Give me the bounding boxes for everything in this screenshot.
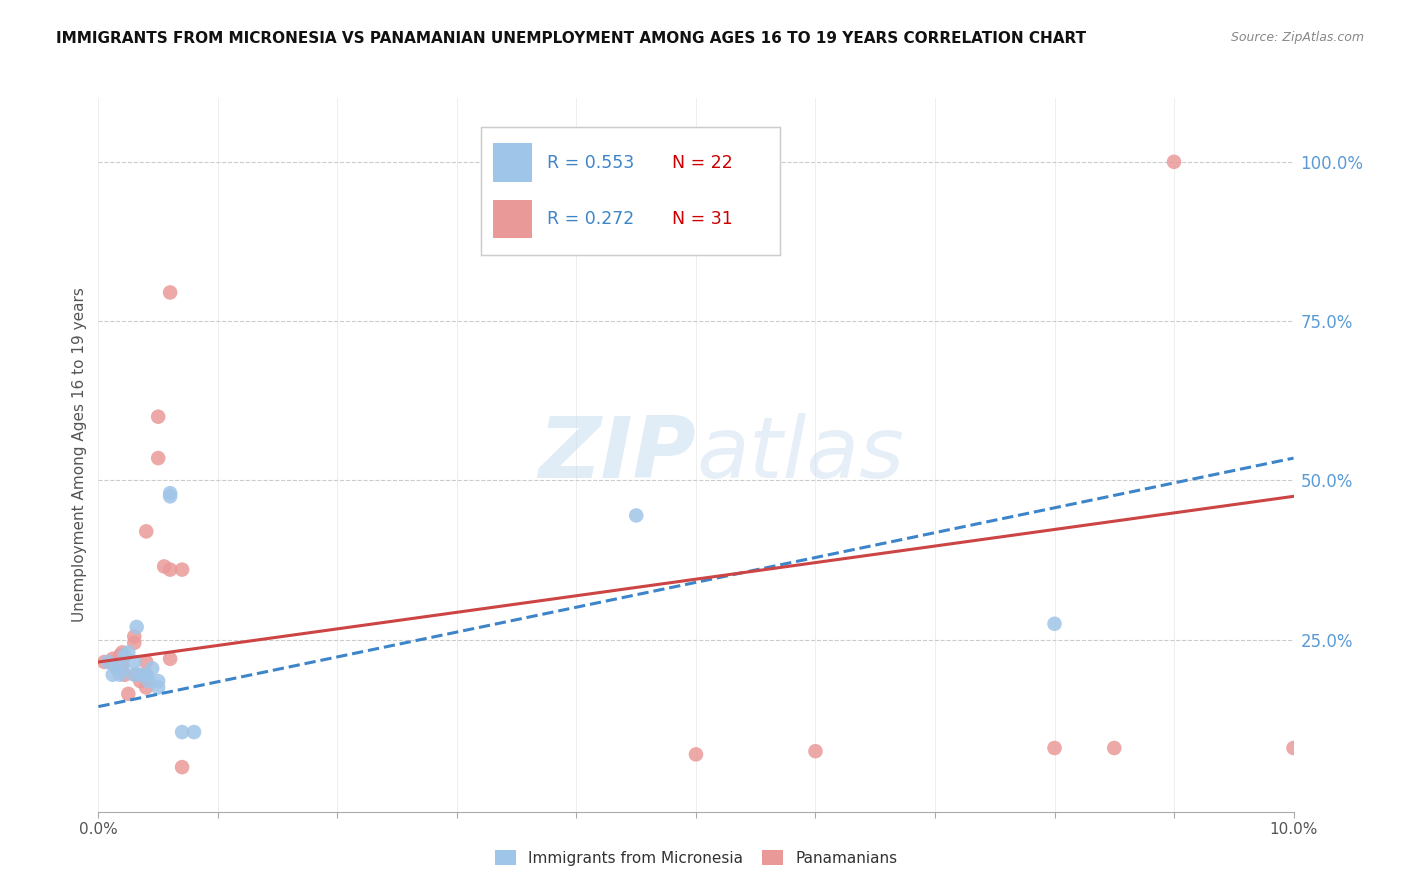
Point bbox=[626, 508, 648, 523]
Point bbox=[117, 687, 139, 701]
Point bbox=[135, 655, 157, 669]
Point bbox=[804, 744, 827, 758]
Point bbox=[135, 667, 157, 681]
Legend: Immigrants from Micronesia, Panamanians: Immigrants from Micronesia, Panamanians bbox=[488, 844, 904, 871]
Point bbox=[138, 674, 160, 689]
Text: IMMIGRANTS FROM MICRONESIA VS PANAMANIAN UNEMPLOYMENT AMONG AGES 16 TO 19 YEARS : IMMIGRANTS FROM MICRONESIA VS PANAMANIAN… bbox=[56, 31, 1087, 46]
Point bbox=[1282, 741, 1305, 756]
Point bbox=[159, 563, 181, 577]
Point bbox=[105, 661, 128, 675]
Point bbox=[159, 486, 181, 500]
Point bbox=[124, 630, 146, 644]
Point bbox=[129, 667, 152, 681]
Point bbox=[1104, 741, 1126, 756]
Point bbox=[101, 667, 124, 681]
Point bbox=[685, 747, 707, 762]
Point bbox=[135, 681, 157, 695]
Point bbox=[114, 667, 136, 681]
Bar bbox=[494, 144, 531, 182]
Point bbox=[108, 648, 131, 663]
Point bbox=[111, 661, 134, 675]
Point bbox=[124, 655, 146, 669]
Point bbox=[1043, 616, 1066, 631]
Point bbox=[117, 645, 139, 659]
Text: N = 31: N = 31 bbox=[672, 211, 733, 228]
Point bbox=[93, 655, 115, 669]
Point bbox=[183, 725, 205, 739]
Text: ZIP: ZIP bbox=[538, 413, 696, 497]
Point bbox=[148, 681, 170, 695]
Point bbox=[129, 674, 152, 689]
Point bbox=[101, 652, 124, 666]
Point bbox=[111, 645, 134, 659]
Point bbox=[148, 674, 170, 689]
Text: R = 0.553: R = 0.553 bbox=[547, 153, 634, 171]
Text: atlas: atlas bbox=[696, 413, 904, 497]
Point bbox=[172, 563, 194, 577]
Point bbox=[1163, 154, 1185, 169]
Point bbox=[111, 658, 134, 673]
Text: Source: ZipAtlas.com: Source: ZipAtlas.com bbox=[1230, 31, 1364, 45]
Point bbox=[159, 489, 181, 503]
Text: N = 22: N = 22 bbox=[672, 153, 733, 171]
Point bbox=[1043, 741, 1066, 756]
Point bbox=[148, 451, 170, 466]
Point bbox=[100, 655, 122, 669]
Point bbox=[159, 285, 181, 300]
Point bbox=[97, 655, 120, 669]
Point bbox=[172, 725, 194, 739]
Point bbox=[135, 667, 157, 681]
Point bbox=[125, 620, 148, 634]
Point bbox=[125, 667, 148, 681]
Point bbox=[105, 658, 128, 673]
Point bbox=[124, 667, 146, 681]
Point bbox=[108, 667, 131, 681]
Point bbox=[124, 636, 146, 650]
Point bbox=[159, 652, 181, 666]
Text: R = 0.272: R = 0.272 bbox=[547, 211, 634, 228]
Point bbox=[141, 661, 163, 675]
Point bbox=[135, 524, 157, 539]
Y-axis label: Unemployment Among Ages 16 to 19 years: Unemployment Among Ages 16 to 19 years bbox=[72, 287, 87, 623]
Point bbox=[153, 559, 176, 574]
Point bbox=[148, 409, 170, 424]
Point bbox=[114, 648, 136, 663]
Bar bbox=[494, 200, 531, 238]
Point bbox=[172, 760, 194, 774]
